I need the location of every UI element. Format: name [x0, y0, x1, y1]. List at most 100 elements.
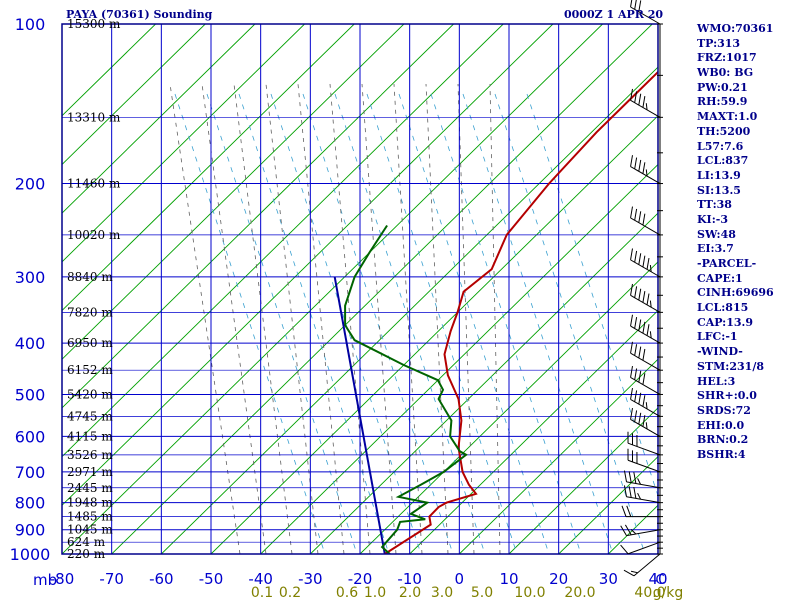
wind-barb-flag	[630, 155, 633, 167]
wind-barb-flag	[630, 283, 633, 296]
index-item: WB0: BG	[697, 66, 754, 80]
height-label: 624 m	[67, 535, 106, 549]
index-item: BSHR:4	[697, 447, 746, 461]
mixing-ratio-line	[361, 83, 397, 554]
temperature-tick-label: -30	[298, 570, 323, 588]
wind-barb-flag	[642, 213, 646, 226]
wind-barb	[630, 294, 661, 313]
wind-barb-flag	[630, 314, 633, 327]
index-item: CINH:69696	[697, 286, 774, 300]
isotherm-line	[260, 163, 658, 554]
height-label: 10020 m	[67, 228, 121, 242]
temperature-tick-label: 10	[499, 570, 518, 588]
height-label: 6152 m	[67, 363, 113, 377]
index-item: SHR+:0.0	[697, 389, 757, 403]
wind-barb	[626, 481, 661, 489]
wind-barb-flag	[638, 253, 642, 265]
moist-adiabat-line	[462, 93, 614, 554]
pressure-tick-label: 900	[15, 521, 46, 540]
wind-barb-flag	[630, 570, 638, 574]
moist-adiabat-line	[302, 93, 454, 554]
isotherm-line	[161, 66, 658, 554]
mixing-ratio-label: 20.0	[564, 585, 595, 600]
wind-barb	[630, 166, 661, 184]
plot-frame	[61, 23, 659, 555]
index-item: TP:313	[697, 36, 741, 50]
wind-barb-flag	[638, 370, 642, 383]
wind-barb-flag	[642, 348, 646, 361]
wind-barb	[627, 541, 661, 555]
index-item: -PARCEL-	[697, 257, 757, 270]
wind-barb-flag	[642, 162, 646, 174]
height-label: 13310 m	[67, 110, 121, 124]
mixing-ratio-label: 0.2	[279, 585, 301, 600]
isotherm-line	[409, 309, 658, 554]
isotherm-line	[62, 24, 405, 360]
wind-barb	[630, 352, 661, 371]
index-item: CAPE:1	[697, 271, 743, 285]
index-item: KI:-3	[697, 212, 728, 226]
pressure-unit-label: mb	[33, 571, 57, 589]
temperature-tick-label: 30	[599, 570, 618, 588]
pressure-tick-label: 1000	[10, 545, 51, 564]
wind-barb	[630, 259, 661, 278]
index-item: TH:5200	[697, 124, 751, 138]
indices-panel: WMO:70361 TP:313 FRZ:1017 WB0: BG PW:0.21 RH:…	[697, 22, 774, 463]
wind-barb	[630, 418, 661, 437]
wind-barb-flag	[634, 157, 638, 170]
height-label: 2445 m	[67, 481, 113, 495]
wind-barb-flag	[626, 505, 632, 517]
wind-barb-flag	[642, 373, 646, 385]
wind-barb-flag	[642, 255, 646, 268]
wind-barb-flag	[634, 0, 637, 10]
mixing-ratio-label: 2.0	[399, 585, 421, 600]
wind-barb-flag	[649, 300, 652, 308]
isotherm-line	[62, 24, 256, 214]
wind-barb-flag	[634, 317, 638, 329]
index-item: CAP:13.9	[697, 315, 754, 329]
wind-barb-flag	[638, 319, 642, 331]
isotherm-line	[558, 455, 658, 554]
wind-barb-flag	[634, 91, 638, 103]
isotherm-line	[210, 115, 658, 554]
wind-barb-flag	[637, 478, 642, 485]
wind-barb	[630, 6, 661, 25]
wind-barb-flag	[630, 366, 633, 378]
temperature-tick-label: -70	[99, 570, 124, 588]
wind-barb-flag	[634, 344, 638, 356]
index-item: L57:7.6	[697, 139, 744, 153]
index-item: -WIND-	[697, 345, 743, 359]
index-item: STM:231/8	[697, 359, 764, 373]
height-label: 4115 m	[67, 429, 113, 443]
wind-barb	[626, 529, 661, 537]
height-label: 1045 m	[67, 523, 113, 537]
wind-barb-flag	[634, 368, 638, 380]
pressure-tick-label: 200	[15, 175, 46, 194]
wind-barb	[633, 553, 661, 577]
wind-barb-flag	[630, 206, 633, 218]
wind-barb-flag	[642, 96, 646, 108]
moist-adiabat-line	[494, 93, 646, 554]
temperature-tick-label: -10	[397, 570, 422, 588]
wind-barb	[630, 99, 661, 118]
moist-adiabat-line	[174, 93, 326, 554]
index-item: SI:13.5	[697, 183, 741, 197]
isotherm-line	[310, 212, 658, 554]
wind-barb-flag	[624, 524, 632, 536]
pressure-tick-label: 500	[15, 385, 46, 404]
index-item: HEL:3	[697, 374, 736, 388]
temperature-tick-label: -20	[348, 570, 373, 588]
isotherm-line	[62, 24, 554, 506]
mixing-ratio-line	[393, 83, 423, 554]
index-item: SW:48	[697, 227, 736, 241]
wind-barb-flag	[630, 341, 633, 354]
mixing-ratio-label: 10.0	[514, 585, 545, 600]
wind-barb	[627, 442, 661, 456]
pressure-tick-label: 400	[15, 334, 46, 353]
wind-barb	[630, 377, 661, 395]
index-item: LCL:815	[697, 301, 749, 315]
chart-title: PAYA (70361) Sounding	[66, 8, 213, 21]
height-label: 15300 m	[67, 17, 121, 31]
temperature-tick-label: -50	[199, 570, 224, 588]
wind-barb-flag	[645, 103, 648, 110]
